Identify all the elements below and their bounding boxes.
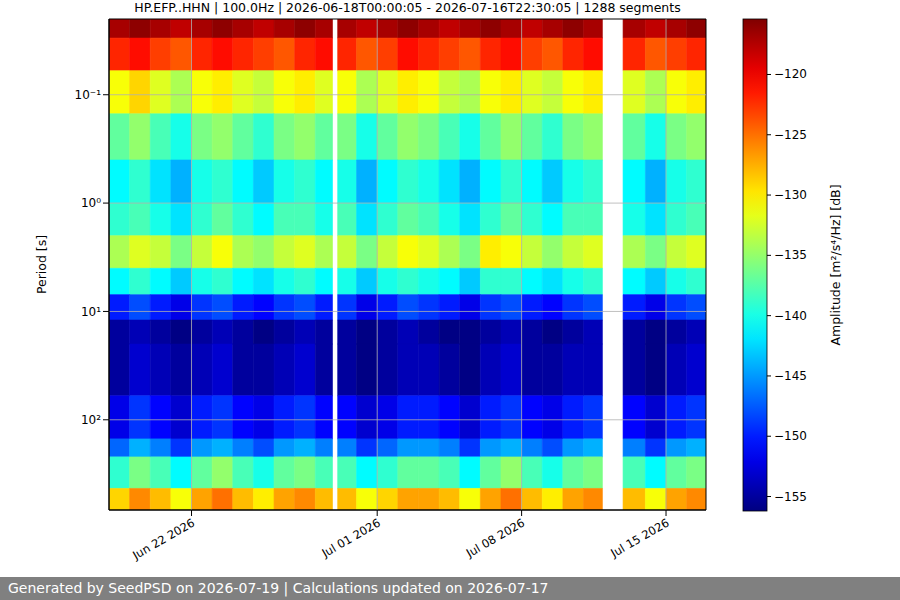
svg-text:10²: 10² [81, 413, 101, 427]
svg-text:Jul 08 2026: Jul 08 2026 [463, 516, 527, 561]
svg-text:−150: −150 [774, 429, 807, 443]
svg-text:−120: −120 [774, 67, 807, 81]
svg-text:Jun 22 2026: Jun 22 2026 [129, 516, 197, 563]
svg-text:−145: −145 [774, 369, 807, 383]
svg-text:10⁻¹: 10⁻¹ [75, 88, 102, 102]
svg-text:−135: −135 [774, 248, 807, 262]
svg-text:Amplitude [m²/s⁴/Hz] [dB]: Amplitude [m²/s⁴/Hz] [dB] [828, 184, 843, 345]
svg-text:−130: −130 [774, 188, 807, 202]
svg-text:−125: −125 [774, 128, 807, 142]
svg-text:Jul 01 2026: Jul 01 2026 [319, 516, 383, 561]
svg-text:Jul 15 2026: Jul 15 2026 [607, 516, 671, 561]
svg-text:Period [s]: Period [s] [34, 235, 49, 294]
svg-text:10¹: 10¹ [81, 305, 101, 319]
svg-text:−140: −140 [774, 309, 807, 323]
html-text:Generated by SeedPSD on 2026-0: Generated by SeedPSD on 2026-07-19 | Cal… [8, 580, 549, 596]
svg-text:−155: −155 [774, 490, 807, 504]
svg-text:10⁰: 10⁰ [81, 196, 101, 210]
html-text:HP.EFP..HHN | 100.0Hz | 2026-0: HP.EFP..HHN | 100.0Hz | 2026-06-18T00:00… [134, 0, 681, 15]
